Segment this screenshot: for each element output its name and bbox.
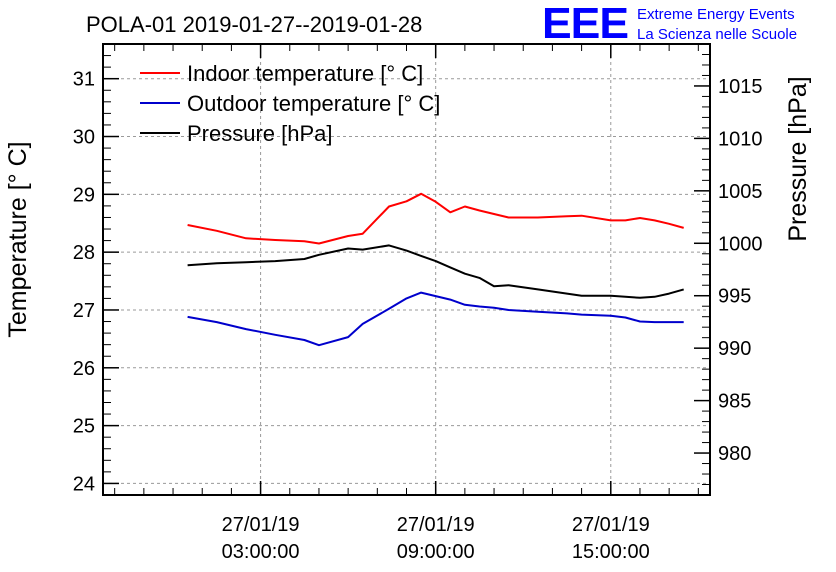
series-lines (187, 192, 684, 347)
y2-tick-label: 985 (718, 391, 751, 413)
legend-outdoor-label: Outdoor temperature [° C] (187, 91, 440, 116)
y-tick-label: 31 (73, 69, 95, 91)
axes: 27/01/19 03:00:00 27/01/19 09:00:00 27/01/19… (73, 43, 763, 563)
y2-tick-label: 995 (718, 286, 751, 308)
y-tick-label: 25 (73, 416, 95, 438)
y-tick-label: 29 (73, 184, 95, 206)
legend: Indoor temperature [° C] Outdoor temperat… (140, 61, 440, 146)
y2-tick-label: 990 (718, 338, 751, 360)
y2-tick-label: 1010 (718, 128, 763, 150)
eee-logo: EEE Extreme Energy Events La Scienza nel… (542, 0, 797, 48)
y2-tick-label: 1015 (718, 76, 763, 98)
logo-line-1: Extreme Energy Events (637, 6, 795, 23)
chart-title: POLA-01 2019-01-27--2019-01-28 (86, 12, 422, 37)
x-tick-label-date: 27/01/19 (397, 514, 475, 536)
y-tick-label: 26 (73, 358, 95, 380)
grid (103, 44, 710, 495)
y-tick-label: 28 (73, 242, 95, 264)
y2-axis-title: Pressure [hPa] (784, 76, 812, 241)
x-tick-label-time: 09:00:00 (397, 541, 475, 563)
indoor-temperature-line (187, 192, 684, 245)
y2-tick-label: 1005 (718, 181, 763, 203)
y2-tick-label: 980 (718, 443, 751, 465)
x-tick-label-date: 27/01/19 (572, 514, 650, 536)
x-tick-label-time: 15:00:00 (572, 541, 650, 563)
y-tick-label: 27 (73, 300, 95, 322)
legend-pressure-label: Pressure [hPa] (187, 121, 333, 146)
legend-indoor-label: Indoor temperature [° C] (187, 61, 423, 86)
logo-text: EEE (542, 0, 628, 48)
pressure-line (187, 244, 684, 299)
y-tick-label: 30 (73, 127, 95, 149)
logo-line-2: La Scienza nelle Scuole (637, 26, 797, 43)
x-tick-label-date: 27/01/19 (222, 514, 300, 536)
y-axis-title: Temperature [° C] (4, 141, 32, 337)
y-tick-label: 24 (73, 473, 95, 495)
x-tick-label-time: 03:00:00 (222, 541, 300, 563)
outdoor-temperature-line (187, 291, 684, 347)
y2-tick-label: 1000 (718, 233, 763, 255)
